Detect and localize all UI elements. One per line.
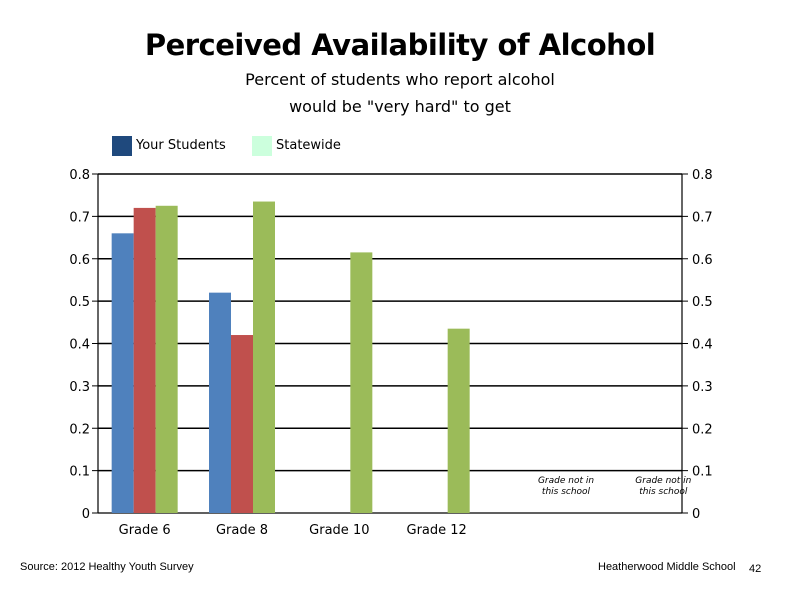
y2-tick-label: 0.4 — [692, 338, 713, 353]
legend-swatch-your-students — [112, 136, 132, 156]
annotation-text: this school — [542, 487, 591, 497]
y2-tick-label: 0.8 — [692, 168, 713, 183]
y-tick-label: 0.1 — [69, 465, 90, 480]
y2-tick-label: 0.7 — [692, 210, 713, 225]
x-tick-label: Grade 6 — [119, 523, 171, 538]
y-tick-label: 0 — [82, 507, 90, 522]
y2-tick-label: 0.6 — [692, 253, 713, 268]
bar — [155, 205, 178, 513]
y-tick-label: 0.2 — [69, 422, 90, 437]
bar — [209, 292, 231, 513]
annotation-text: this school — [639, 487, 688, 497]
bar — [447, 328, 470, 513]
bar — [133, 207, 156, 513]
y-tick-label: 0.3 — [69, 380, 90, 395]
chart-subtitle-line2: would be "very hard" to get — [289, 97, 511, 116]
source-note: Source: 2012 Healthy Youth Survey — [20, 561, 194, 573]
chart-title: Perceived Availability of Alcohol — [144, 28, 656, 62]
chart-subtitle-line1: Percent of students who report alcohol — [245, 70, 555, 89]
y2-tick-label: 0.5 — [692, 295, 713, 310]
x-tick-label: Grade 12 — [407, 523, 467, 538]
bar — [253, 201, 275, 513]
bar — [111, 233, 134, 513]
legend-label-statewide: Statewide — [276, 138, 341, 153]
legend-label-your-students: Your Students — [136, 138, 226, 153]
y-tick-label: 0.7 — [69, 210, 90, 225]
y-tick-label: 0.5 — [69, 295, 90, 310]
x-tick-label: Grade 10 — [309, 523, 369, 538]
bar — [231, 335, 253, 513]
legend-swatch-statewide — [252, 136, 272, 156]
annotation-text: Grade not in — [635, 476, 691, 486]
y2-tick-label: 0.1 — [692, 465, 713, 480]
y2-tick-label: 0.3 — [692, 380, 713, 395]
y-tick-label: 0.4 — [69, 338, 90, 353]
y2-tick-label: 0 — [692, 507, 700, 522]
y2-tick-label: 0.2 — [692, 422, 713, 437]
annotation-text: Grade not in — [538, 476, 594, 486]
page-number: 42 — [749, 563, 762, 575]
bar — [350, 252, 373, 514]
x-tick-label: Grade 8 — [216, 523, 268, 538]
school-name: Heatherwood Middle School — [598, 561, 736, 573]
y-tick-label: 0.8 — [69, 168, 90, 183]
y-tick-label: 0.6 — [69, 253, 90, 268]
